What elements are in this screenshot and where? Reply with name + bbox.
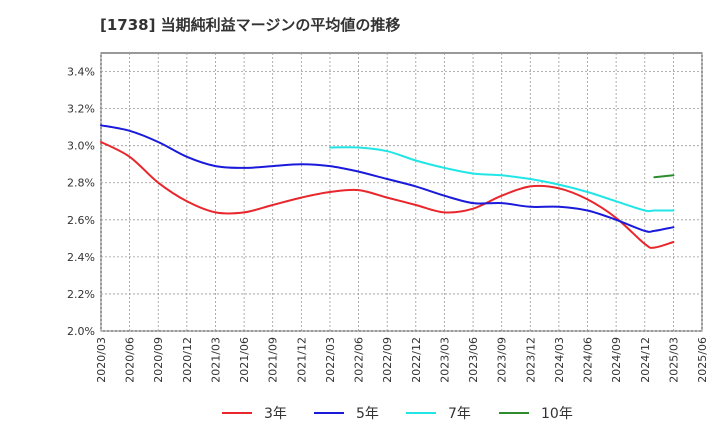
legend-item: 7年	[406, 406, 471, 422]
legend-item: 3年	[222, 406, 287, 422]
x-tick-label: 2025/03	[667, 337, 680, 383]
y-tick-label: 2.0%	[67, 325, 95, 338]
legend: 3年 5年 7年 10年	[222, 406, 573, 422]
y-axis: 2.0% 2.2% 2.4% 2.6% 2.8% 3.0% 3.2% 3.4%	[67, 66, 95, 338]
legend-item: 5年	[314, 406, 379, 422]
x-tick-label: 2021/09	[267, 337, 280, 383]
x-tick-label: 2023/06	[467, 337, 480, 383]
x-tick-label: 2025/06	[696, 337, 709, 383]
y-tick-label: 3.4%	[67, 66, 95, 79]
legend-label: 5年	[356, 406, 379, 422]
x-tick-label: 2020/09	[152, 337, 165, 383]
y-tick-label: 3.0%	[67, 140, 95, 153]
legend-label: 7年	[448, 406, 471, 422]
x-tick-label: 2020/12	[181, 337, 194, 383]
legend-label: 10年	[541, 406, 573, 422]
series-layer	[100, 124, 675, 249]
series-line-7年	[329, 146, 675, 213]
x-tick-label: 2020/03	[95, 337, 108, 383]
legend-label: 3年	[264, 406, 287, 422]
y-tick-label: 2.6%	[67, 214, 95, 227]
x-tick-label: 2022/06	[353, 337, 366, 383]
x-tick-label: 2022/12	[410, 337, 423, 383]
chart-title: [1738] 当期純利益マージンの平均値の推移	[100, 16, 401, 34]
x-tick-label: 2020/06	[124, 337, 137, 383]
series-line-10年	[653, 174, 675, 179]
x-tick-label: 2024/12	[639, 337, 652, 383]
y-tick-label: 2.4%	[67, 251, 95, 264]
x-tick-label: 2023/12	[524, 337, 537, 383]
x-tick-label: 2022/03	[324, 337, 337, 383]
x-tick-label: 2023/09	[496, 337, 509, 383]
y-tick-label: 2.2%	[67, 288, 95, 301]
series-line-3年	[100, 141, 675, 249]
x-axis: 2020/03 2020/06 2020/09 2020/12 2021/03 2021/…	[95, 337, 709, 383]
x-tick-label: 2024/06	[582, 337, 595, 383]
series-line-5年	[100, 124, 675, 233]
x-tick-label: 2021/12	[295, 337, 308, 383]
x-tick-label: 2024/09	[610, 337, 623, 383]
y-tick-label: 2.8%	[67, 177, 95, 190]
x-tick-label: 2021/06	[238, 337, 251, 383]
x-tick-label: 2021/03	[209, 337, 222, 383]
x-tick-label: 2022/09	[381, 337, 394, 383]
legend-item: 10年	[499, 406, 573, 422]
plot-frame	[100, 52, 703, 332]
x-tick-label: 2024/03	[553, 337, 566, 383]
y-tick-label: 3.2%	[67, 103, 95, 116]
x-tick-label: 2023/03	[438, 337, 451, 383]
plot-area	[100, 52, 703, 332]
